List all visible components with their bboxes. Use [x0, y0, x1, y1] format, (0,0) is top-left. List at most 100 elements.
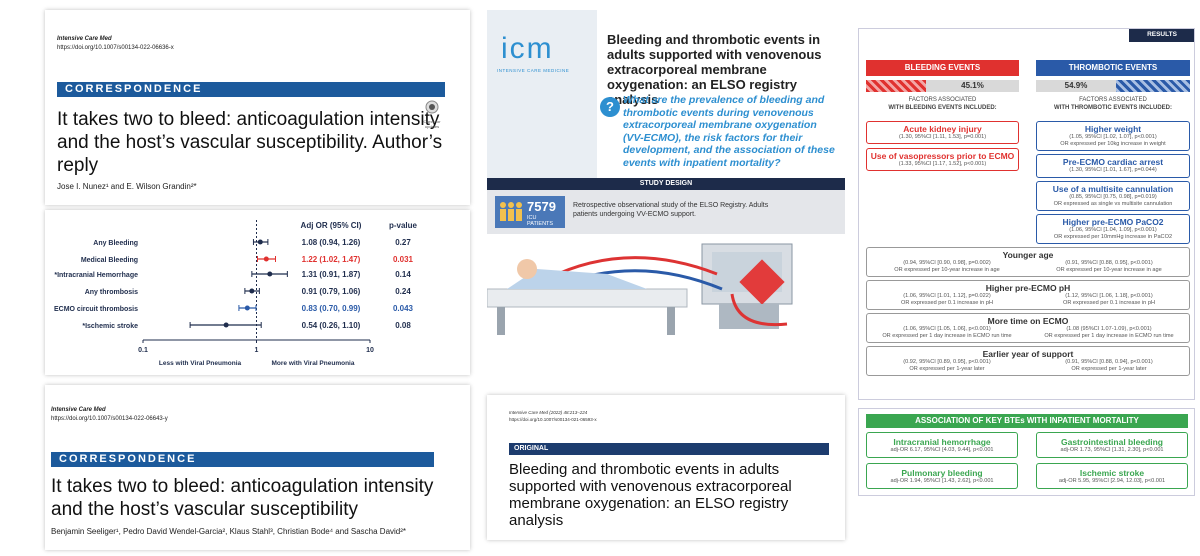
infographic: icm INTENSIVE CARE MEDICINE Bleeding and…	[487, 10, 845, 335]
factor-name: Higher pre-ECMO pH	[985, 283, 1071, 293]
badge-icon	[425, 100, 439, 114]
factor-col: (0.91, 95%CI [0.88, 0.94], p<0.001) OR ex…	[1029, 359, 1189, 373]
factor-box: Higher weight (1.05, 95%CI [1.02, 1.07], …	[1036, 121, 1190, 151]
thrombotic-factors-label: FACTORS ASSOCIATED WITH THROMBOTIC EVENT…	[1036, 96, 1190, 112]
journal: Intensive Care Med	[57, 36, 112, 42]
factor-stat: (0.91, 95%CI [0.88, 0.94], p<0.001)	[1065, 359, 1153, 365]
row-label: Any Bleeding	[93, 240, 138, 247]
factor-stat: (1.06, 95%CI [1.01, 1.12], p=0.022)	[903, 293, 991, 299]
mortality-header: ASSOCIATION OF KEY BTEs WITH INPATIENT M…	[866, 414, 1188, 428]
forest-card: Adj OR (95% CI) p-value 0.1 1 10 Less with Vi…	[45, 210, 470, 375]
doi: https://doi.org/10.1007/s00134-022-06643…	[51, 416, 168, 422]
x-tick-label: 0.1	[138, 347, 148, 354]
thrombotic-percent: 54.9%	[1036, 80, 1116, 92]
factor-stat: (1.06, 95%CI [1.05, 1.06], p<0.001)	[903, 326, 991, 332]
design-band: 7579 ICU PATIENTS Retrospective observat…	[487, 190, 845, 234]
doi: https://doi.org/10.1007/s00134-021-06593…	[509, 417, 597, 422]
factor-stat: OR expressed per 10mmHg increase in PaCO…	[1053, 234, 1173, 240]
doi: https://doi.org/10.1007/s00134-022-06636…	[57, 45, 174, 51]
factor-box: Acute kidney injury (1.30, 95%CI [1.11, 1…	[866, 121, 1019, 144]
factor-stat: OR expressed as single vs multisite cann…	[1053, 201, 1173, 207]
patients-label: ICU PATIENTS	[527, 215, 554, 227]
factor-name: Ischemic stroke	[1079, 468, 1145, 478]
factor-name: Intracranial hemorrhage	[893, 437, 991, 447]
factor-stat: OR expressed per 1-year later	[909, 366, 985, 372]
factor-stat: (0.85, 95%CI [0.75, 0.98], p=0.019)	[1069, 194, 1157, 200]
factor-stat: adj-OR 1.94, 95%CI [1.43, 2.62], p<0.001	[890, 478, 994, 484]
factor-stat: (0.91, 95%CI [0.88, 0.95], p<0.001)	[1065, 260, 1153, 266]
factor-name: More time on ECMO	[987, 316, 1069, 326]
thrombotic-bar: 54.9%	[1036, 80, 1190, 92]
factor-col: (1.12, 95%CI [1.06, 1.18], p<0.001) OR ex…	[1029, 293, 1189, 307]
left-label: Less with Viral Pneumonia	[159, 360, 242, 367]
authors: Benjamin Seeliger¹, Pedro David Wendel-G…	[51, 527, 407, 536]
shared-box: More time on ECMO (1.06, 95%CI [1.05, 1.0…	[866, 313, 1190, 343]
estimate-point	[257, 239, 263, 245]
bleeding-factors-label: FACTORS ASSOCIATED WITH BLEEDING EVENTS …	[866, 96, 1019, 112]
factor-col: (1.06, 95%CI [1.01, 1.12], p=0.022) OR ex…	[867, 293, 1027, 307]
p-value: 0.031	[393, 255, 414, 264]
factor-stat: (0.94, 95%CI [0.90, 0.98], p=0.002)	[903, 260, 991, 266]
factor-name: Acute kidney injury	[903, 124, 982, 134]
shared-box: Younger age (0.94, 95%CI [0.90, 0.98], p=…	[866, 247, 1190, 277]
shared-box: Higher pre-ECMO pH (1.06, 95%CI [1.01, 1.…	[866, 280, 1190, 310]
factor-name: Higher weight	[1084, 124, 1142, 134]
row-label: Medical Bleeding	[81, 257, 138, 264]
factor-col: (1.06, 95%CI [1.05, 1.06], p<0.001) OR ex…	[867, 326, 1027, 340]
x-tick-label: 10	[366, 347, 374, 354]
row-label: Any thrombosis	[85, 289, 138, 296]
ci-label: 1.08 (0.94, 1.26)	[302, 238, 361, 247]
section-bar: ORIGINAL	[509, 443, 829, 455]
p-value: 0.08	[395, 321, 411, 330]
factor-stat: OR expressed per 0.1 increase in pH	[900, 300, 994, 306]
factor-stat: (1.33, 95%CI [1.17, 1.52], p<0.001)	[898, 161, 987, 167]
factor-stat: (1.05, 95%CI [1.02, 1.07], p<0.001)	[1069, 134, 1157, 140]
question: What are the prevalence of bleeding and …	[623, 94, 835, 169]
factor-stat: OR expressed per 10kg increase in weight	[1060, 141, 1166, 147]
factor-box: Gastrointestinal bleeding adj-OR 1.73, 95…	[1036, 432, 1188, 458]
study-design-bar: STUDY DESIGN	[487, 178, 845, 190]
x-tick-label: 1	[255, 347, 259, 354]
patients-count: 7579	[527, 199, 556, 214]
ci-label: 0.91 (0.79, 1.06)	[302, 287, 361, 296]
factor-name: Gastrointestinal bleeding	[1060, 437, 1164, 447]
estimate-point	[244, 305, 250, 311]
factor-box: Use of vasopressors prior to ECMO (1.33, …	[866, 148, 1019, 171]
thrombotic-header: THROMBOTIC EVENTS	[1036, 60, 1190, 76]
factor-stat: adj-OR 6.17, 95%CI [4.03, 9.44], p<0.001	[890, 447, 994, 453]
or-header: Adj OR (95% CI)	[301, 221, 362, 230]
factor-stat: (1.30, 95%CI [1.11, 1.53], p=0.001)	[898, 134, 987, 140]
row-label: ECMO circuit thrombosis	[54, 306, 138, 313]
illustration	[487, 234, 845, 335]
factor-stat: adj-OR 1.73, 95%CI [1.31, 2.30], p<0.001	[1060, 447, 1164, 453]
factor-box: Pre-ECMO cardiac arrest (1.30, 95%CI [1.0…	[1036, 154, 1190, 178]
ci-label: 1.31 (0.91, 1.87)	[302, 270, 361, 279]
ci-label: 0.83 (0.70, 0.99)	[302, 304, 361, 313]
factor-name: Use of vasopressors prior to ECMO	[870, 151, 1015, 161]
results-tab: RESULTS	[1129, 29, 1194, 42]
badge: Check for updates	[419, 100, 445, 129]
estimate-point	[267, 271, 273, 277]
p-value: 0.043	[393, 304, 414, 313]
estimate-point	[263, 256, 269, 262]
people-icon	[500, 202, 522, 221]
journal: Intensive Care Med	[51, 407, 106, 413]
factor-stat: OR expressed per 10-year increase in age	[1056, 267, 1162, 273]
right-label: More with Viral Pneumonia	[272, 360, 355, 367]
section-bar: CORRESPONDENCE	[51, 452, 434, 467]
factor-col: (0.92, 95%CI [0.89, 0.95], p<0.001) OR ex…	[867, 359, 1027, 373]
section-bar: CORRESPONDENCE	[57, 82, 445, 97]
badge-text: Check for updates	[423, 119, 441, 129]
factor-col: (0.91, 95%CI [0.88, 0.95], p<0.001) OR ex…	[1029, 260, 1189, 274]
label-line: FACTORS ASSOCIATED	[1079, 97, 1147, 103]
paper-title: It takes two to bleed: anticoagulation i…	[51, 476, 434, 520]
factor-box: Intracranial hemorrhage adj-OR 6.17, 95%C…	[866, 432, 1018, 458]
logo-sub: INTENSIVE CARE MEDICINE	[497, 68, 570, 73]
p-value: 0.14	[395, 270, 411, 279]
p-value: 0.27	[395, 238, 411, 247]
paper-title: It takes two to bleed: anticoagulation i…	[57, 109, 443, 176]
ci-label: 0.54 (0.26, 1.10)	[302, 321, 361, 330]
factor-name: Pre-ECMO cardiac arrest	[1062, 157, 1164, 167]
reply-card: Intensive Care Med https://doi.org/10.10…	[45, 10, 470, 205]
